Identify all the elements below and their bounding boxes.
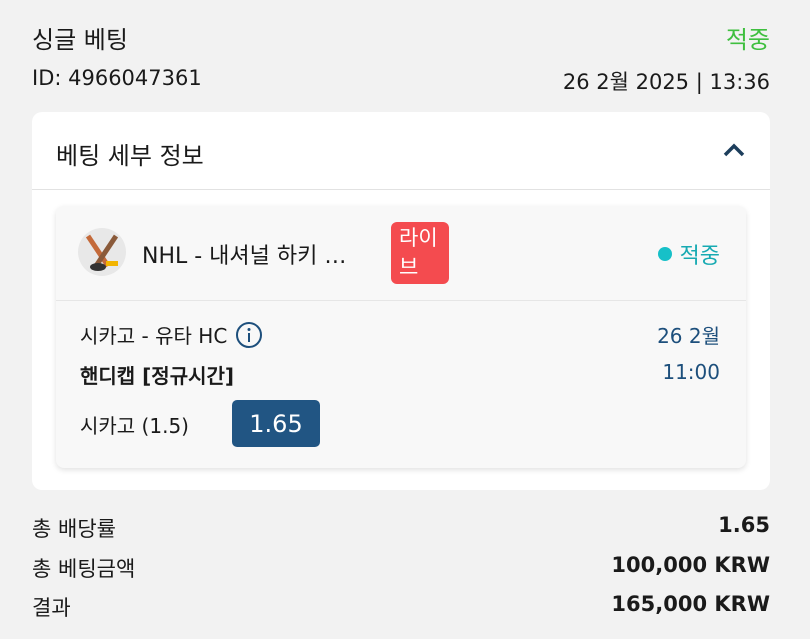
hockey-icon: [78, 228, 126, 276]
league-name[interactable]: NHL - 내셔널 하키 …: [142, 244, 347, 269]
status-dot-icon: [657, 247, 672, 261]
bet-details-card: 베팅 세부 정보 NHL - 내셔널 하키 … 라이브 적중 시카고 - 유타 …: [32, 112, 770, 490]
match-date: 26 2월: [657, 324, 720, 348]
bet-type-title: 싱글 베팅: [32, 26, 128, 54]
summary-value: 1.65: [718, 513, 770, 537]
bet-details-title: 베팅 세부 정보: [56, 142, 204, 170]
summary-label: 결과: [32, 596, 71, 620]
info-icon[interactable]: [235, 321, 263, 349]
summary-row-stake: 총 베팅금액 100,000 KRW: [32, 553, 770, 583]
summary-value: 100,000 KRW: [611, 553, 770, 577]
summary-row-result: 결과 165,000 KRW: [32, 592, 770, 622]
selection-result: 적중: [679, 244, 720, 269]
bet-datetime: 26 2월 2025 | 13:36: [562, 70, 770, 94]
summary-label: 총 베팅금액: [32, 557, 136, 581]
odds-badge: 1.65: [232, 400, 320, 447]
market-name: 핸디캡 [정규시간]: [80, 364, 235, 388]
live-badge: 라이브: [391, 222, 449, 284]
selection-card: NHL - 내셔널 하키 … 라이브 적중 시카고 - 유타 HC 26 2월 …: [56, 206, 746, 468]
bet-details-header[interactable]: 베팅 세부 정보: [32, 112, 770, 190]
selection-name: 시카고 (1.5): [80, 414, 189, 438]
match-name: 시카고 - 유타 HC: [80, 324, 228, 348]
bet-status: 적중: [725, 26, 770, 54]
match-time: 11:00: [662, 360, 720, 384]
summary-label: 총 배당률: [32, 517, 116, 541]
chevron-up-icon[interactable]: [722, 142, 746, 158]
bet-id: ID: 4966047361: [32, 66, 202, 90]
summary-value: 165,000 KRW: [611, 592, 770, 616]
summary-row-odds: 총 배당률 1.65: [32, 513, 770, 543]
